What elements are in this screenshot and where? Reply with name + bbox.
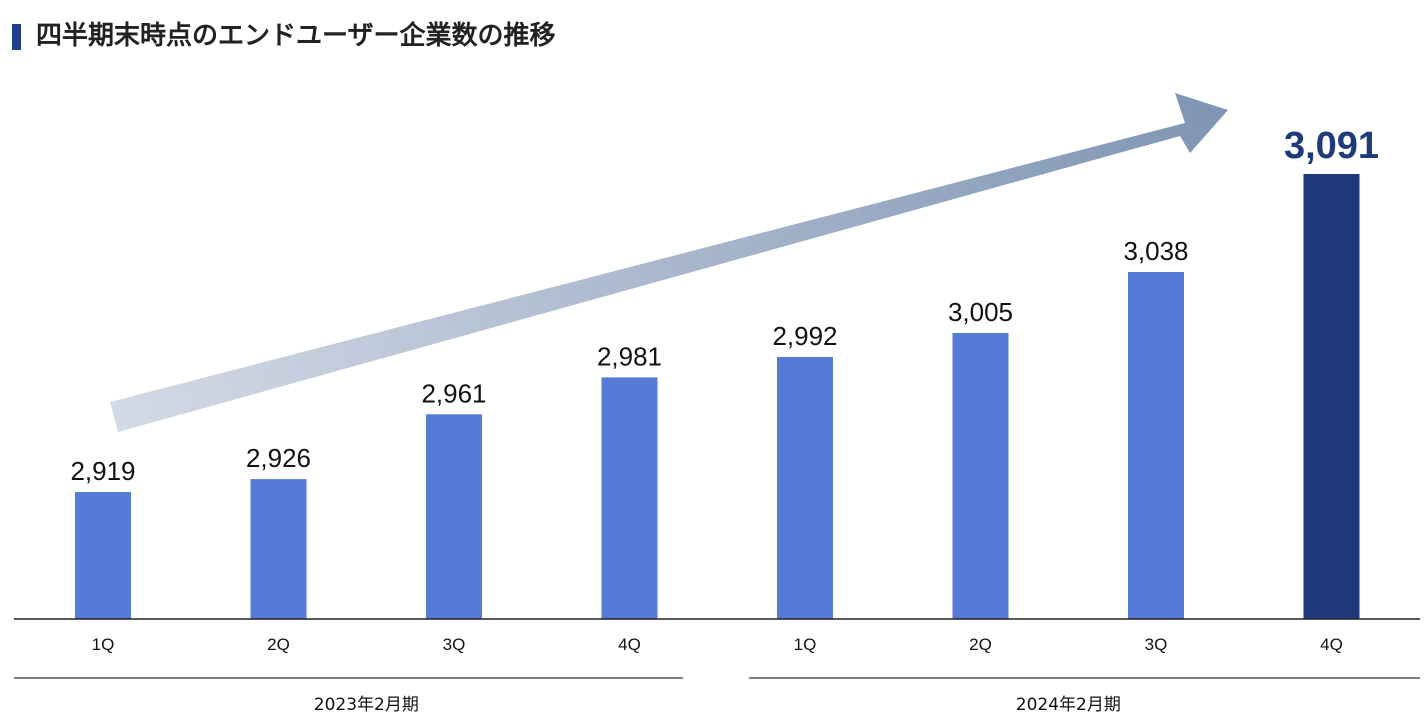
x-tick-label-6: 2Q <box>969 635 992 654</box>
page-title: 四半期末時点のエンドユーザー企業数の推移 <box>36 21 556 51</box>
bar-3 <box>426 414 482 619</box>
data-label-1: 2,919 <box>70 456 135 486</box>
data-label-8: 3,091 <box>1284 125 1379 167</box>
data-label-4: 2,981 <box>597 341 662 371</box>
x-tick-label-7: 3Q <box>1145 635 1168 654</box>
x-tick-labels-group: 1Q 2Q 3Q 4Q 1Q 2Q 3Q 4Q <box>92 635 1343 654</box>
x-tick-label-8: 4Q <box>1320 635 1343 654</box>
bar-7 <box>1128 272 1184 619</box>
data-label-3: 2,961 <box>421 378 486 408</box>
data-label-6: 3,005 <box>948 297 1013 327</box>
x-tick-label-2: 2Q <box>267 635 290 654</box>
bar-5 <box>777 357 833 619</box>
bar-4 <box>601 377 658 619</box>
trend-arrow <box>110 93 1228 432</box>
x-tick-label-3: 3Q <box>443 635 466 654</box>
period-group-label-2: 2024年2月期 <box>1016 695 1121 715</box>
data-label-5: 2,992 <box>772 321 837 351</box>
x-tick-label-5: 1Q <box>794 635 817 654</box>
bar-1 <box>75 492 131 619</box>
x-tick-label-1: 1Q <box>92 635 115 654</box>
bars-group <box>75 174 1360 619</box>
data-label-2: 2,926 <box>246 443 311 473</box>
bar-8 <box>1303 174 1360 619</box>
bar-6 <box>952 333 1009 619</box>
data-label-7: 3,038 <box>1123 236 1188 266</box>
period-group-label-1: 2023年2月期 <box>314 695 419 715</box>
period-groups: 2023年2月期 2024年2月期 <box>14 677 1420 715</box>
x-tick-label-4: 4Q <box>618 635 641 654</box>
data-labels-group: 2,919 2,926 2,961 2,981 2,992 3,005 3,038 3,091 <box>70 125 1379 486</box>
title-accent-bar <box>12 24 21 50</box>
bar-2 <box>250 479 307 619</box>
